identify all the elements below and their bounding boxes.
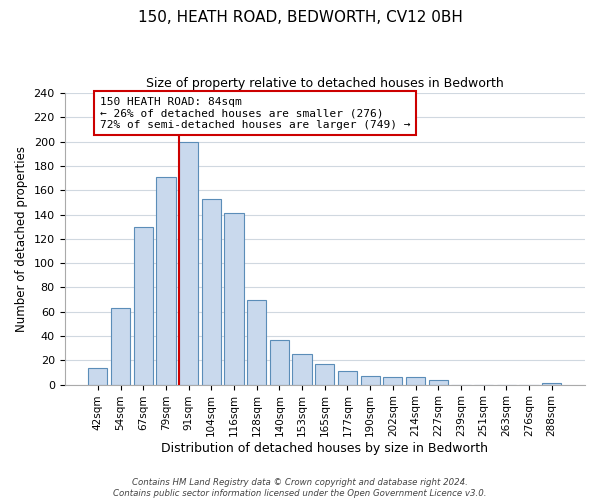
- Text: 150, HEATH ROAD, BEDWORTH, CV12 0BH: 150, HEATH ROAD, BEDWORTH, CV12 0BH: [137, 10, 463, 25]
- Bar: [88, 368, 107, 384]
- Text: Contains HM Land Registry data © Crown copyright and database right 2024.
Contai: Contains HM Land Registry data © Crown c…: [113, 478, 487, 498]
- Bar: [179, 142, 198, 384]
- Bar: [270, 340, 289, 384]
- X-axis label: Distribution of detached houses by size in Bedworth: Distribution of detached houses by size …: [161, 442, 488, 455]
- Bar: [202, 198, 221, 384]
- Bar: [361, 376, 380, 384]
- Bar: [428, 380, 448, 384]
- Bar: [338, 371, 357, 384]
- Bar: [383, 378, 403, 384]
- Bar: [134, 226, 153, 384]
- Bar: [315, 364, 334, 384]
- Y-axis label: Number of detached properties: Number of detached properties: [15, 146, 28, 332]
- Bar: [224, 214, 244, 384]
- Bar: [292, 354, 312, 384]
- Bar: [406, 378, 425, 384]
- Text: 150 HEATH ROAD: 84sqm
← 26% of detached houses are smaller (276)
72% of semi-det: 150 HEATH ROAD: 84sqm ← 26% of detached …: [100, 96, 410, 130]
- Bar: [111, 308, 130, 384]
- Title: Size of property relative to detached houses in Bedworth: Size of property relative to detached ho…: [146, 78, 503, 90]
- Bar: [156, 177, 176, 384]
- Bar: [247, 300, 266, 384]
